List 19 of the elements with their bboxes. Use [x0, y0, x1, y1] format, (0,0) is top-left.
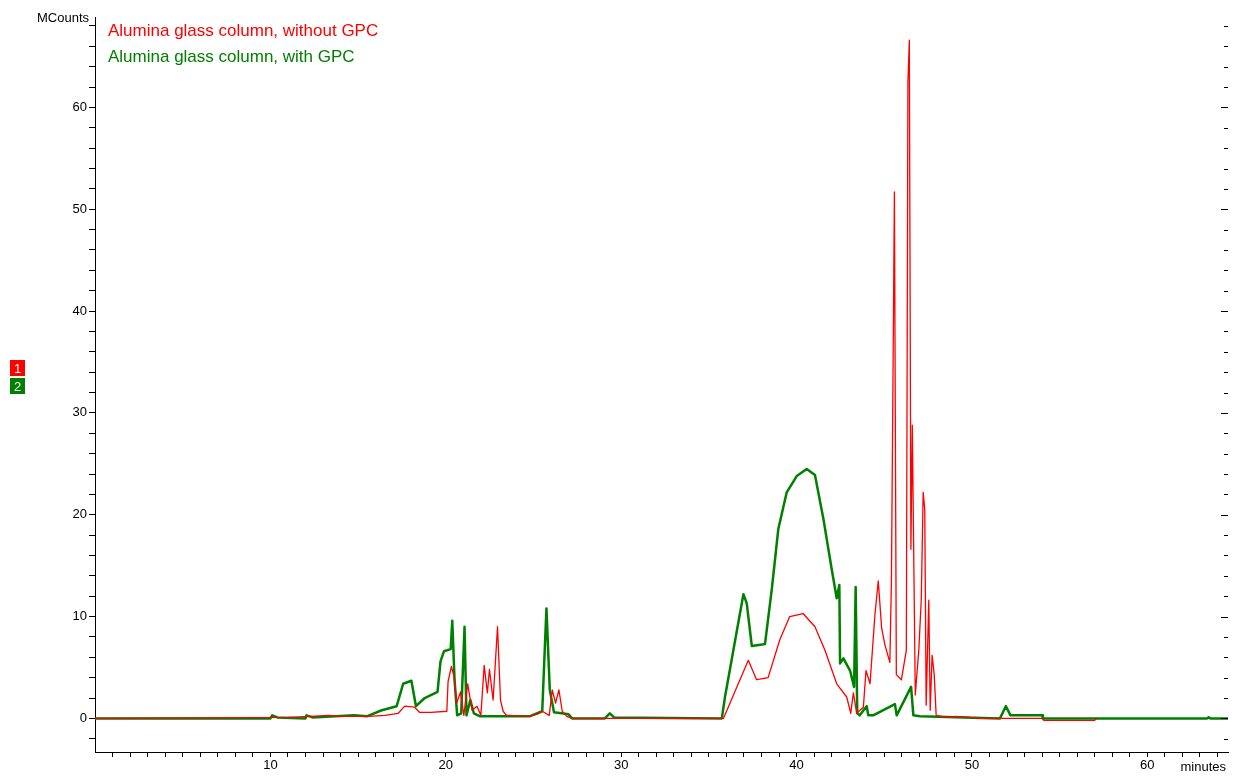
- x-tick-label: 30: [613, 757, 629, 773]
- x-tick-label: 60: [1140, 757, 1155, 773]
- x-tick-label: 50: [964, 757, 980, 773]
- y-tick-label: 10: [72, 608, 87, 624]
- text: Alumina glass column, without GPC: [108, 21, 379, 41]
- x-axis-title: minutes: [1180, 759, 1227, 775]
- text: 2: [13, 378, 22, 394]
- y-tick-label: 50: [72, 200, 87, 216]
- y-axis-title: MCounts: [36, 10, 90, 26]
- x-tick-label: 40: [789, 757, 804, 773]
- y-tick-label: 30: [72, 404, 87, 420]
- text: 1: [13, 360, 22, 376]
- y-tick-label: 20: [72, 506, 87, 522]
- text: Alumina glass column, with GPC: [108, 47, 355, 67]
- y-tick-label: 60: [72, 98, 87, 114]
- y-tick-label: 40: [72, 302, 87, 318]
- x-tick-label: 20: [438, 757, 454, 773]
- y-tick-label: 0: [79, 709, 87, 725]
- x-tick-label: 10: [263, 757, 278, 773]
